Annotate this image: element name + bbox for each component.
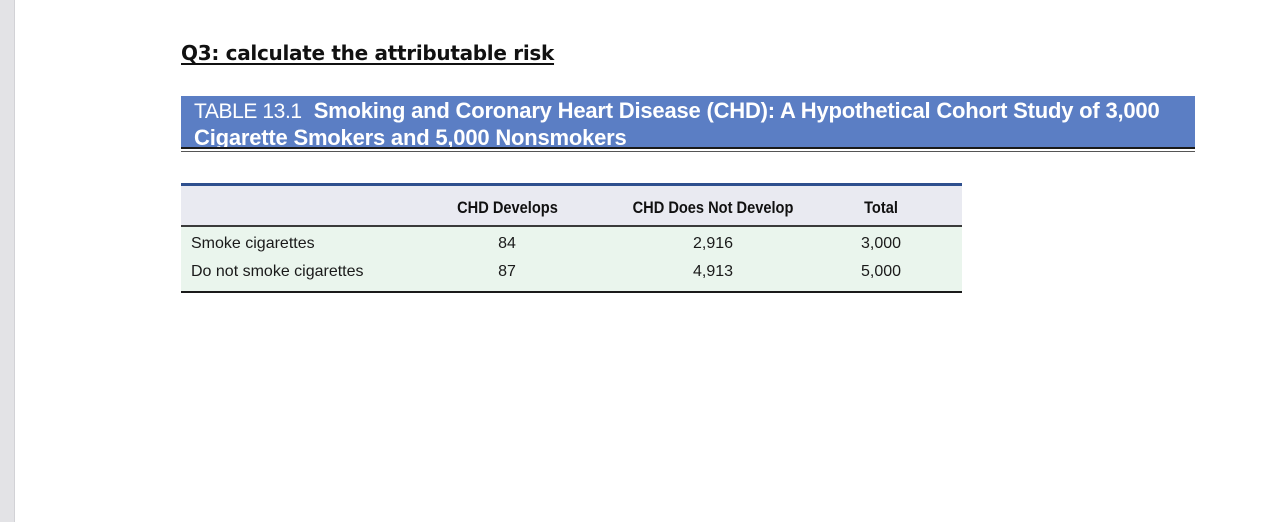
header-chd-develops: CHD Develops <box>457 198 558 217</box>
row-label: Smoke cigarettes <box>191 235 315 252</box>
header-chd-does-not-develop: CHD Does Not Develop <box>632 198 794 217</box>
cell-chd-develops: 84 <box>498 235 516 252</box>
table-title: Smoking and Coronary Heart Disease (CHD)… <box>194 98 1160 149</box>
table-row: Do not smoke cigarettes 87 4,913 5,000 <box>181 263 962 287</box>
caption-divider <box>181 151 1195 152</box>
question-heading: Q3: calculate the attributable risk <box>181 41 555 65</box>
table-body: Smoke cigarettes 84 2,916 3,000 Do not s… <box>181 227 962 293</box>
cell-chd-does-not-develop: 2,916 <box>692 235 734 252</box>
table-number: TABLE 13.1 <box>194 100 302 123</box>
data-table: CHD Develops CHD Does Not Develop Total … <box>181 183 962 293</box>
table-row: Smoke cigarettes 84 2,916 3,000 <box>181 235 962 259</box>
table-caption: TABLE 13.1 Smoking and Coronary Heart Dis… <box>181 96 1195 149</box>
header-total: Total <box>864 198 898 217</box>
cell-chd-develops: 87 <box>498 263 516 280</box>
cell-chd-does-not-develop: 4,913 <box>692 263 734 280</box>
cell-total: 3,000 <box>860 235 902 252</box>
table-top-rule <box>181 183 962 186</box>
row-label: Do not smoke cigarettes <box>191 263 364 280</box>
cell-total: 5,000 <box>860 263 902 280</box>
document-left-edge <box>0 0 15 522</box>
table-header-row: CHD Develops CHD Does Not Develop Total <box>181 186 962 227</box>
